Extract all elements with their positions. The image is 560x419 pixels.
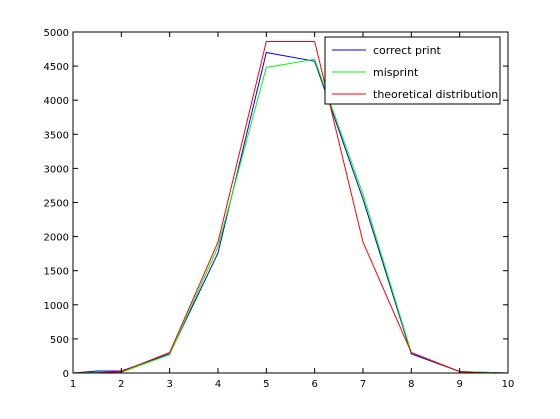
plot-frame xyxy=(72,31,509,374)
x-tick-label: 1 xyxy=(70,379,76,390)
y-tick-label: 500 xyxy=(50,335,69,346)
y-tick-label: 4000 xyxy=(44,96,69,107)
y-tick-label: 4500 xyxy=(44,62,69,73)
axes-ticks: 1 2 3 4 5 6 7 8 9 10 0 500 1000 1500 2000 2500 3000 3500 4… xyxy=(44,28,515,390)
legend-label: correct print xyxy=(373,44,442,57)
x-tick-label: 4 xyxy=(215,379,221,390)
x-tick-label: 8 xyxy=(408,379,414,390)
x-tick-label: 2 xyxy=(118,379,124,390)
x-tick-label: 6 xyxy=(311,379,317,390)
legend: correct print misprint theoretical distrib… xyxy=(324,36,501,105)
y-tick-label: 3000 xyxy=(44,164,69,175)
series-layer xyxy=(72,41,509,374)
y-tick-label: 1000 xyxy=(44,301,69,312)
y-tick-label: 5000 xyxy=(44,28,69,39)
legend-label: theoretical distribution xyxy=(373,88,498,101)
y-tick-label: 2500 xyxy=(44,199,69,210)
x-tick-label: 5 xyxy=(263,379,269,390)
x-tick-label: 9 xyxy=(456,379,462,390)
y-tick-label: 0 xyxy=(63,369,69,380)
x-tick-label: 3 xyxy=(166,379,172,390)
y-tick-label: 2000 xyxy=(44,233,69,244)
x-tick-label: 10 xyxy=(502,379,515,390)
y-tick-label: 3500 xyxy=(44,130,69,141)
y-tick-label: 1500 xyxy=(44,267,69,278)
legend-box xyxy=(324,36,501,105)
series-line-theoretical-distribution xyxy=(72,41,509,374)
legend-label: misprint xyxy=(373,66,419,79)
x-tick-label: 7 xyxy=(360,379,366,390)
